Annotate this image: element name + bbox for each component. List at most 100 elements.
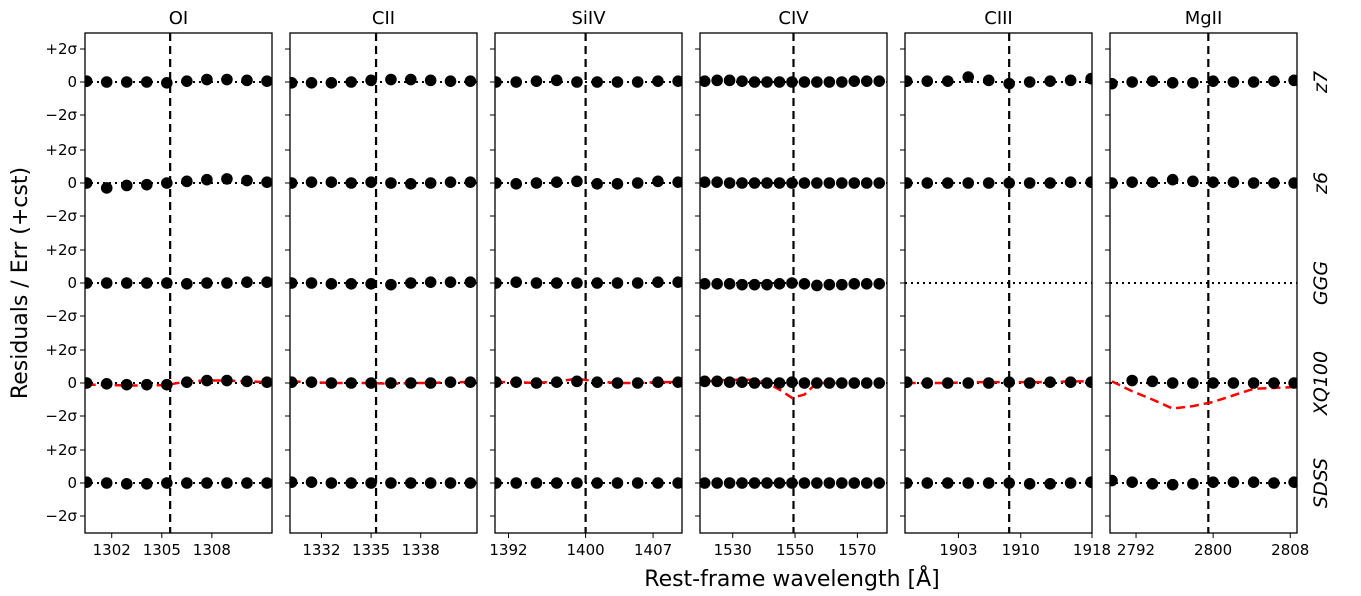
- residual-point: [1085, 476, 1092, 488]
- residual-point: [241, 74, 253, 87]
- residual-point: [811, 76, 823, 88]
- residual-point: [571, 76, 583, 88]
- y-tick-label: +2σ: [45, 141, 77, 159]
- residual-point: [761, 477, 773, 489]
- residual-point: [873, 377, 886, 389]
- residual-point: [736, 278, 748, 291]
- residual-point: [631, 277, 644, 289]
- residual-point: [941, 477, 954, 489]
- residual-point: [836, 76, 848, 88]
- residual-point: [550, 74, 563, 87]
- x-tick-label: 1335: [352, 541, 390, 559]
- residual-point: [631, 76, 644, 88]
- model-residual-line: [1111, 380, 1295, 410]
- residual-point: [905, 75, 913, 87]
- residual-point: [120, 478, 133, 490]
- residual-point: [1085, 72, 1092, 85]
- y-tick-label: 0: [67, 73, 77, 91]
- residual-point: [1166, 377, 1179, 389]
- residual-point: [611, 76, 624, 88]
- residual-point: [611, 277, 624, 289]
- residual-point: [591, 277, 603, 289]
- panel-mgii: MgII 2792 2800 2808: [1105, 8, 1309, 559]
- residual-point: [1110, 77, 1118, 90]
- residual-point: [1110, 177, 1118, 189]
- x-tick-label: 1530: [714, 541, 752, 559]
- x-tick-label: 1302: [93, 541, 131, 559]
- residual-point: [385, 73, 397, 86]
- residual-point: [85, 377, 93, 389]
- residual-point: [345, 377, 358, 389]
- residual-point: [836, 377, 848, 389]
- residual-point: [962, 177, 975, 189]
- residual-point: [100, 477, 113, 489]
- residual-point: [530, 477, 543, 489]
- x-tick-label: 1570: [838, 541, 876, 559]
- residual-point: [444, 176, 457, 188]
- residual-point: [848, 377, 861, 389]
- residual-point: [261, 376, 272, 388]
- residual-point: [1126, 176, 1138, 188]
- residual-point: [290, 177, 298, 189]
- residual-point: [941, 177, 954, 189]
- residual-point: [181, 376, 193, 388]
- residual-point: [631, 177, 644, 189]
- residual-point: [424, 177, 437, 189]
- residual-point: [305, 77, 318, 89]
- residual-point: [571, 375, 583, 388]
- residual-point: [1044, 478, 1056, 490]
- residual-point: [723, 376, 736, 388]
- residual-point: [836, 278, 848, 291]
- residual-point: [873, 278, 886, 290]
- residual-point: [181, 175, 193, 188]
- residual-point: [905, 177, 913, 189]
- y-tick-label: −2σ: [45, 407, 77, 425]
- residual-point: [736, 376, 748, 388]
- residual-point: [85, 476, 93, 488]
- residual-point: [723, 278, 736, 290]
- residual-point: [345, 76, 358, 88]
- residual-point: [530, 75, 543, 87]
- residual-point: [848, 477, 861, 489]
- panel-civ: CIV 1530 1550 1570: [695, 8, 888, 559]
- residual-point: [201, 477, 213, 489]
- residual-point: [1003, 376, 1015, 388]
- residual-point: [921, 377, 934, 389]
- residual-point: [761, 377, 773, 389]
- residual-point: [305, 376, 318, 388]
- residual-point: [201, 277, 213, 289]
- residual-point: [510, 76, 523, 88]
- residual-point: [1268, 377, 1280, 389]
- model-residual-line: [86, 379, 268, 387]
- y-tick-label: −2σ: [45, 207, 77, 225]
- x-axis-label: Rest-frame wavelength [Å]: [644, 565, 939, 592]
- x-tick-label: 2808: [1271, 541, 1309, 559]
- residual-point: [1268, 177, 1280, 189]
- y-tick-label: +2σ: [45, 341, 77, 359]
- x-tick-label: 2800: [1194, 541, 1232, 559]
- residual-point: [860, 278, 873, 290]
- residual-point: [405, 277, 417, 289]
- residual-point: [181, 278, 193, 290]
- x-tick-label: 1550: [776, 541, 814, 559]
- residual-point: [1003, 77, 1015, 90]
- y-tick-label: +2σ: [45, 40, 77, 58]
- residual-point: [1247, 476, 1260, 488]
- residual-point: [345, 278, 358, 290]
- residual-point: [982, 477, 995, 489]
- residual-point: [773, 76, 786, 88]
- x-tick-label: 1400: [567, 541, 605, 559]
- residual-point: [672, 376, 682, 388]
- residual-point: [748, 177, 761, 189]
- residual-point: [261, 75, 272, 87]
- residual-point: [798, 278, 811, 290]
- panel-ciii: CIII 1903 1910 1918: [900, 8, 1111, 559]
- residual-point: [495, 376, 502, 388]
- residual-point: [424, 377, 437, 389]
- residual-point: [365, 176, 377, 188]
- x-tick-label: 1338: [402, 541, 440, 559]
- residual-point: [405, 477, 417, 489]
- residual-point: [1187, 77, 1199, 89]
- residual-point: [464, 75, 477, 87]
- residual-point: [85, 177, 93, 189]
